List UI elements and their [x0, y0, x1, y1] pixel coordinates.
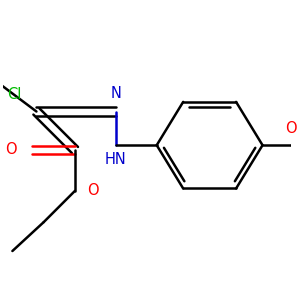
Text: N: N	[110, 86, 121, 101]
Text: O: O	[6, 142, 17, 158]
Text: Cl: Cl	[8, 87, 22, 102]
Text: HN: HN	[105, 152, 127, 167]
Text: O: O	[286, 121, 297, 136]
Text: O: O	[87, 183, 99, 198]
